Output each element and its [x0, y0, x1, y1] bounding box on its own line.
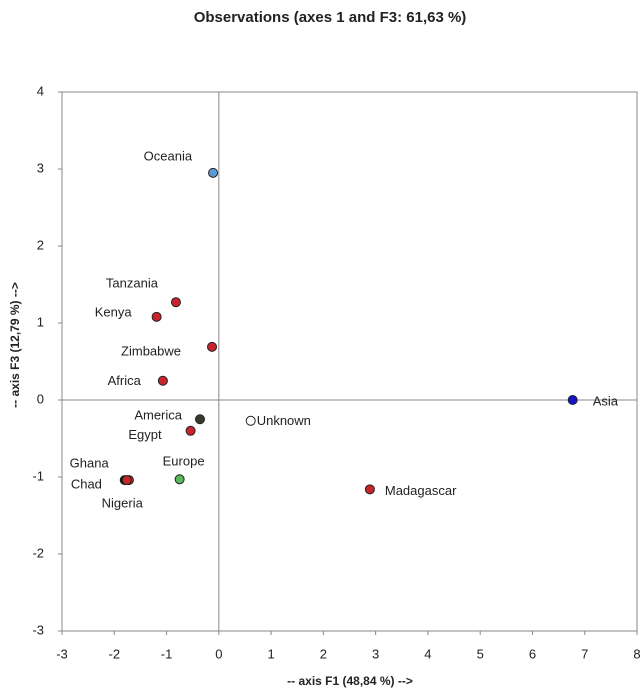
- point-label: Egypt: [128, 427, 162, 442]
- point: [567, 395, 578, 405]
- x-tick-label: 3: [372, 646, 379, 661]
- point: [195, 414, 205, 425]
- point: [364, 484, 375, 495]
- y-axis-title: -- axis F3 (12,79 %) -->: [8, 282, 22, 408]
- x-tick-label: 6: [529, 646, 536, 661]
- point-label: Ghana: [70, 456, 110, 471]
- point-label: Asia: [593, 393, 619, 408]
- point: [208, 167, 219, 178]
- point-label: Unknown: [257, 413, 311, 428]
- point: [151, 311, 162, 322]
- x-tick-label: 1: [267, 646, 274, 661]
- x-tick-label: 0: [215, 646, 222, 661]
- x-tick-label: -3: [56, 646, 68, 661]
- point: [170, 297, 181, 308]
- point-label: America: [134, 408, 182, 423]
- point: [174, 474, 185, 485]
- x-tick-label: 4: [424, 646, 431, 661]
- y-tick-label: 1: [37, 314, 44, 329]
- point-label: Europe: [163, 454, 205, 469]
- x-tick-label: 5: [477, 646, 484, 661]
- y-tick-label: 0: [37, 391, 44, 406]
- y-tick-label: -3: [32, 622, 44, 637]
- y-tick-label: 4: [37, 83, 44, 98]
- point: [245, 415, 256, 426]
- point: [157, 375, 168, 386]
- y-tick-label: 3: [37, 160, 44, 175]
- point-label: Zimbabwe: [121, 343, 181, 358]
- point-label: Madagascar: [385, 483, 457, 498]
- point-label: Nigeria: [102, 496, 144, 511]
- chart-title: Observations (axes 1 and F3: 61,63 %): [194, 9, 467, 26]
- x-tick-label: 2: [320, 646, 327, 661]
- x-tick-label: -2: [108, 646, 120, 661]
- point-label: Chad: [71, 477, 102, 492]
- point-label: Africa: [108, 373, 142, 388]
- x-tick-label: 7: [581, 646, 588, 661]
- x-tick-label: 8: [633, 646, 640, 661]
- y-tick-label: -1: [32, 468, 44, 483]
- x-tick-label: -1: [161, 646, 173, 661]
- plot-area: [61, 91, 638, 632]
- x-axis-title: -- axis F1 (48,84 %) -->: [287, 674, 413, 688]
- point: [121, 475, 132, 486]
- point-label: Tanzania: [106, 276, 159, 291]
- point: [185, 425, 196, 436]
- y-tick-label: 2: [37, 237, 44, 252]
- point: [207, 341, 218, 352]
- y-tick-label: -2: [32, 545, 44, 560]
- point-label: Oceania: [144, 148, 193, 163]
- point-label: Kenya: [95, 304, 133, 319]
